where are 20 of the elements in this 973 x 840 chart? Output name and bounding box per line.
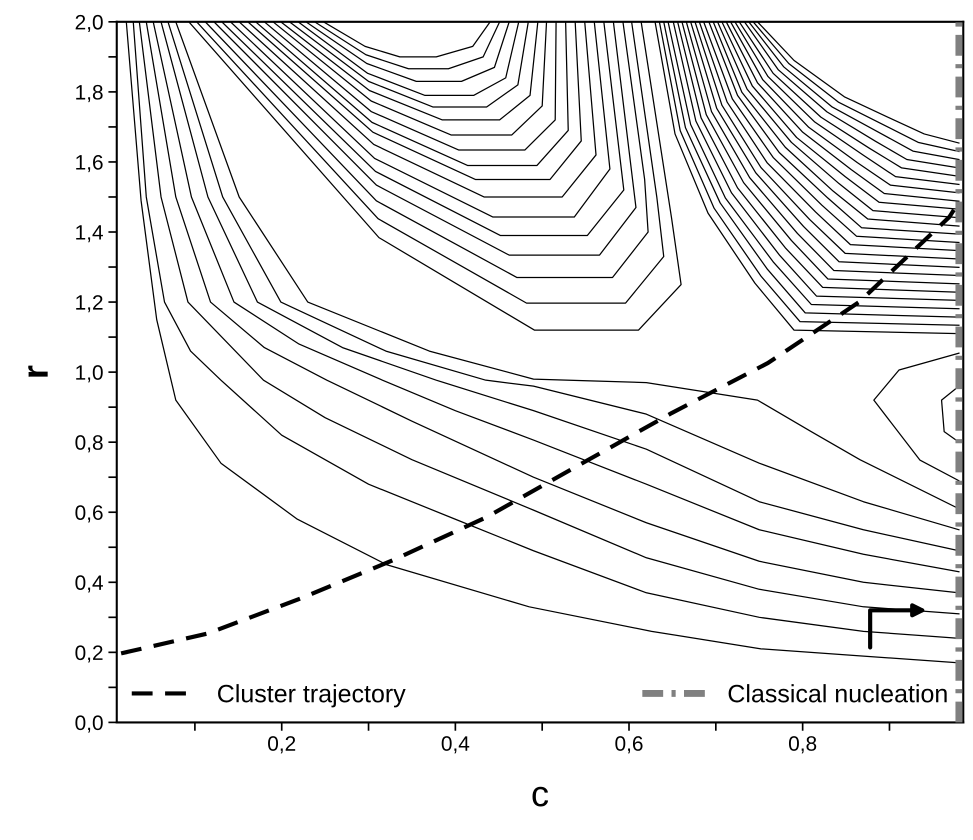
y-tick-label: 1,4 xyxy=(76,225,103,242)
y-tick-label: 0,0 xyxy=(75,715,103,733)
x-tick-label: 0,2 xyxy=(268,736,296,754)
y-axis-title: r xyxy=(28,366,48,377)
y-tick-label: 0,6 xyxy=(75,505,103,522)
y-tick-label: 1,6 xyxy=(76,154,103,172)
x-tick-label: 0,8 xyxy=(788,736,816,754)
line-series xyxy=(873,352,960,482)
y-tick-label: 0,2 xyxy=(75,645,103,663)
legend-label: Classical nucleation xyxy=(728,684,947,702)
y-tick-label: 0,8 xyxy=(75,435,103,452)
y-tick-label: 1,2 xyxy=(76,295,103,312)
legend-label: Cluster trajectory xyxy=(218,684,406,708)
y-tick-label: 1,8 xyxy=(76,84,103,102)
y-tick-label: 0,4 xyxy=(75,575,103,593)
x-axis-title: c xyxy=(532,786,548,807)
y-tick-label: 1,0 xyxy=(76,365,103,382)
y-tick-label: 2,0 xyxy=(76,14,103,32)
x-tick-label: 0,4 xyxy=(442,736,470,754)
x-tick-label: 0,6 xyxy=(615,736,643,754)
